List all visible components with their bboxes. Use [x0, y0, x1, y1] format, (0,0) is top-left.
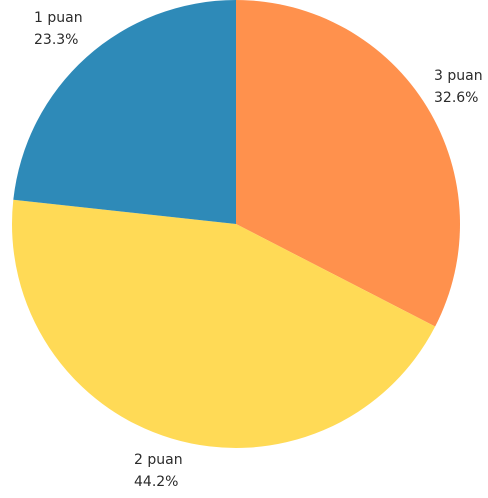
slice-percent-label: 23.3%	[34, 32, 78, 48]
pie-labels: 3 puan 32.6% 2 puan 44.2% 1 puan 23.3%	[34, 10, 483, 490]
pie-slice-2-puan	[11, 199, 436, 449]
slice-category-label: 1 puan	[34, 10, 83, 26]
pie-slice-3-puan	[236, 0, 460, 327]
slice-percent-label: 32.6%	[434, 90, 478, 106]
slice-category-label: 3 puan	[434, 68, 483, 84]
slice-percent-label: 44.2%	[134, 474, 178, 490]
pie-slices	[11, 0, 460, 449]
pie-slice-1-puan	[13, 0, 237, 224]
slice-category-label: 2 puan	[134, 452, 183, 468]
